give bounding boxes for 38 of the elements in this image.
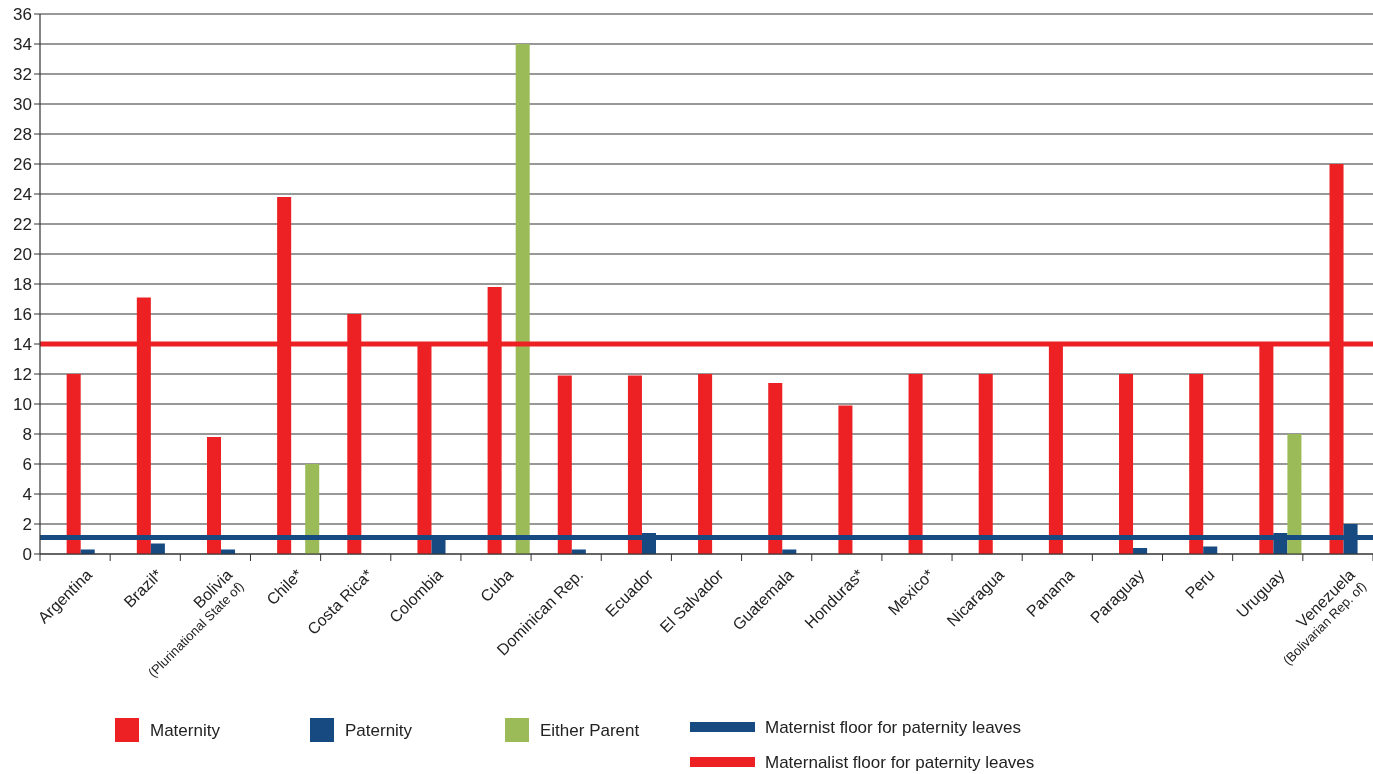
y-tick-label: 34 [13,34,32,54]
bar [66,374,81,554]
y-tick-label: 4 [22,484,32,504]
bar [206,437,222,554]
bar [557,375,572,554]
bar [627,375,642,554]
y-tick-label: 6 [22,454,32,474]
y-tick-label: 16 [13,304,32,324]
y-tick-label: 26 [13,154,32,174]
y-tick-label: 28 [13,124,32,144]
y-tick-label: 24 [13,184,32,204]
bar [908,374,923,554]
y-tick-label: 32 [13,64,32,84]
y-tick-label: 8 [22,424,32,444]
y-tick-label: 36 [13,4,32,24]
bar [515,44,530,554]
y-tick-label: 30 [13,94,32,114]
y-tick-label: 18 [13,274,32,294]
legend-label: Maternity [150,720,221,740]
bar [1119,374,1134,554]
bar [1189,374,1204,554]
bar [305,464,320,554]
y-tick-label: 20 [13,244,32,264]
bar [698,374,713,554]
bar [978,374,993,554]
y-tick-label: 10 [13,394,32,414]
y-tick-label: 12 [13,364,32,384]
y-tick-label: 22 [13,214,32,234]
bar [1287,434,1302,554]
legend-label: Maternist floor for paternity leaves [765,717,1022,737]
y-tick-label: 14 [13,334,32,354]
legend-label: Paternity [345,720,413,740]
legend-label: Either Parent [540,720,640,740]
legend-label: Maternalist floor for paternity leaves [765,752,1035,772]
bar [768,383,783,554]
y-tick-label: 2 [22,514,32,534]
bar [838,405,853,554]
y-tick-label: 0 [22,544,32,564]
